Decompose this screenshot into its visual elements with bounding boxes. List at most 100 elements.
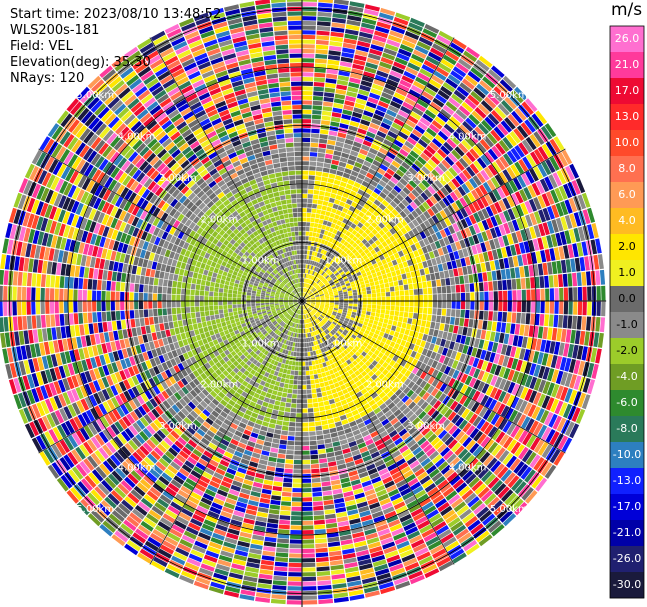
gate [311,477,321,483]
gate [202,471,213,480]
gate [548,275,554,288]
gate [524,469,536,483]
gate [358,505,370,513]
gate [409,574,425,585]
gate [387,34,402,43]
gate [424,568,440,579]
gate [533,364,541,377]
gate [564,215,573,229]
gate [305,309,309,314]
gate [430,387,439,397]
gate [448,324,454,333]
gate [352,242,358,248]
gate [412,49,427,59]
gate [571,407,581,422]
gate [274,345,279,351]
gate [441,286,447,294]
gate [437,502,450,513]
gate [325,522,338,529]
gate [311,482,322,488]
gate [287,336,291,341]
gate [208,541,222,550]
gate [441,347,449,356]
gate [415,233,423,242]
gate [233,475,244,483]
gate [360,399,368,406]
gate [359,377,367,384]
gate [547,368,555,382]
gate [337,132,347,139]
gate [360,284,366,289]
gate [260,425,268,432]
gate [306,384,311,390]
gate [321,271,326,276]
gate [434,353,442,362]
gate [318,148,326,153]
gate [381,176,390,184]
gate [464,216,473,227]
gate [273,385,279,391]
gate [306,217,311,222]
gate [310,286,314,291]
gate [337,360,343,366]
gate [325,236,331,242]
gate [535,110,548,125]
gate [305,361,309,366]
gate [370,451,380,459]
gate [302,572,316,577]
gate [344,371,350,378]
gate [198,532,211,541]
gate [467,133,479,145]
gate [471,110,484,122]
gate [523,187,533,200]
gate [371,242,378,249]
gate [372,210,380,218]
gate [437,263,444,272]
gate [456,293,461,301]
gate [310,296,315,299]
gate [417,332,424,340]
gate [426,314,432,322]
gate [484,96,497,109]
gate [506,439,518,452]
gate [443,450,454,461]
gate [468,114,480,126]
gate [309,436,317,441]
gate [313,515,325,520]
gate [305,269,307,274]
gate [223,434,232,443]
gate [485,330,491,341]
gate [355,193,363,200]
gate [294,366,299,371]
gate [404,341,411,349]
gate [361,336,367,342]
gate [547,220,555,234]
gate [553,136,565,151]
gate [417,398,425,407]
gate [359,169,368,176]
gate [316,162,324,167]
gate [233,403,241,410]
gate [327,418,335,424]
gate [317,323,321,328]
gate [314,524,326,530]
gate [247,373,254,379]
gate [403,386,411,395]
gate [174,520,187,530]
gate [342,312,347,316]
gate [386,554,401,563]
gate [418,307,423,314]
gate [316,566,330,572]
gate [508,256,514,268]
gate [302,399,308,404]
gate [308,318,312,323]
gate [289,422,296,427]
gate [240,589,256,597]
gate [333,0,349,6]
gate [333,493,344,500]
gate [436,556,451,568]
gate [315,171,323,177]
gate [250,369,256,375]
gate [315,295,320,298]
gate [372,434,381,443]
